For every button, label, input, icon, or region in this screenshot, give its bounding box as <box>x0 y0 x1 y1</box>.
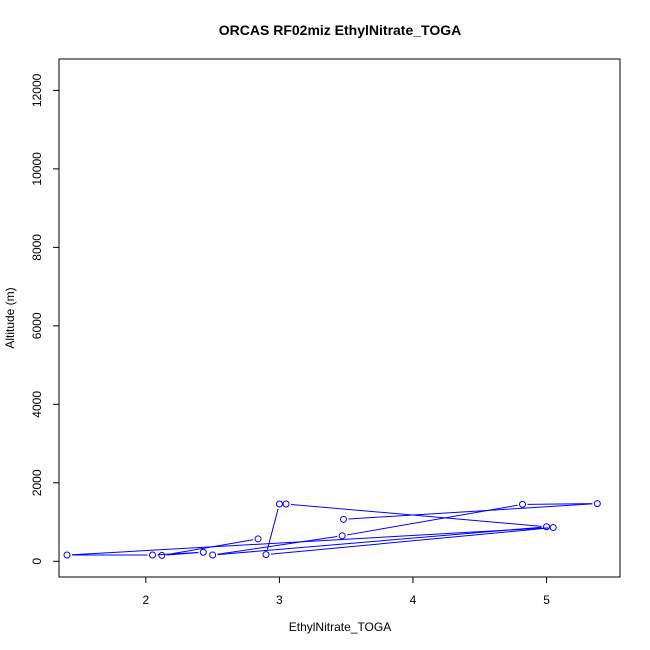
x-tick-label: 3 <box>276 593 283 607</box>
data-point <box>149 551 156 559</box>
series-line-segment <box>270 527 549 555</box>
series-layer <box>63 500 601 559</box>
y-axis-label: Altitude (m) <box>3 287 17 348</box>
data-point <box>593 500 601 508</box>
y-axis: 0 2000 4000 6000 8000 10000 12000 <box>30 73 59 565</box>
y-tick-label: 4000 <box>30 391 44 418</box>
data-point <box>199 548 207 556</box>
x-tick-label: 4 <box>410 593 417 607</box>
x-axis-label: EthylNitrate_TOGA <box>289 620 391 634</box>
y-tick-label: 6000 <box>30 312 44 339</box>
chart-title: ORCAS RF02miz EthylNitrate_TOGA <box>219 22 461 38</box>
x-tick-label: 5 <box>543 593 550 607</box>
data-point <box>63 551 71 559</box>
data-point <box>543 523 551 531</box>
data-point <box>275 500 283 508</box>
y-tick-label: 8000 <box>30 234 44 261</box>
data-point <box>340 515 348 523</box>
data-point <box>338 532 346 540</box>
data-point <box>209 551 217 559</box>
data-point <box>254 535 262 543</box>
y-tick-label: 0 <box>30 558 44 565</box>
data-point <box>549 524 557 532</box>
plot-area-frame <box>58 58 621 578</box>
series-line-segment <box>217 536 338 555</box>
y-tick-label: 2000 <box>30 469 44 496</box>
x-axis: 2 3 4 5 <box>142 577 550 607</box>
y-tick-label: 12000 <box>30 73 44 107</box>
series-line-segment <box>527 503 593 505</box>
series-line-segment <box>217 526 542 556</box>
data-point <box>282 500 290 508</box>
data-point <box>518 500 526 508</box>
data-point <box>262 551 270 559</box>
series-line-segment <box>71 527 549 556</box>
y-tick-label: 10000 <box>30 152 44 186</box>
data-point <box>158 551 166 559</box>
x-tick-label: 2 <box>142 593 149 607</box>
series-line-segment <box>348 503 593 520</box>
series-line-segment <box>266 508 279 550</box>
series-line-segment <box>291 503 542 527</box>
